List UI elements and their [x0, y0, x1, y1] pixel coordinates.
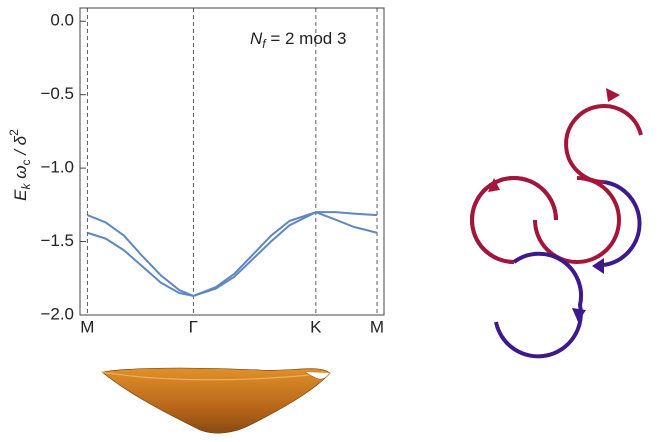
y-axis-label: Ek ωc / δ2 — [7, 129, 33, 201]
plot-frame — [79, 7, 385, 316]
y-tick-label: 0.0 — [50, 11, 74, 30]
y-tick-label: −1.0 — [40, 158, 74, 177]
annotation: Nf = 2 mod 3 — [250, 29, 346, 51]
y-tick-label: −1.5 — [40, 231, 74, 250]
x-tick-label: K — [310, 317, 322, 336]
x-tick-label: M — [370, 317, 384, 336]
band-line — [86, 211, 378, 297]
surface-plot — [101, 367, 331, 434]
x-tick-label: Γ — [189, 317, 198, 336]
y-tick-label: −0.5 — [40, 84, 74, 103]
orbit-diagram — [470, 88, 643, 359]
x-tick-label: M — [80, 317, 94, 336]
band-line — [87, 211, 378, 297]
y-tick-label: −2.0 — [40, 304, 74, 323]
